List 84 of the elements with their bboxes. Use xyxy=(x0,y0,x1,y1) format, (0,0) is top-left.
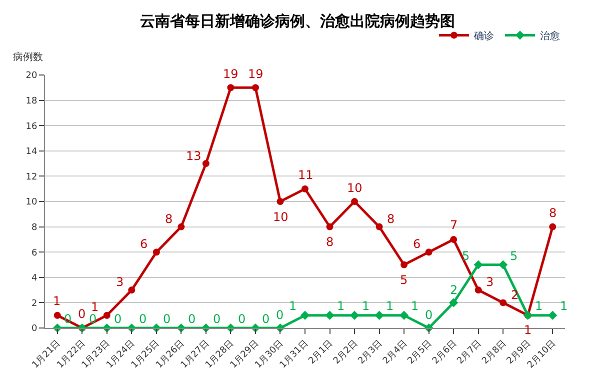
data-label: 3 xyxy=(116,275,124,289)
y-tick-label: 8 xyxy=(31,222,38,233)
point xyxy=(54,312,61,319)
data-label: 8 xyxy=(549,206,557,220)
data-label: 0 xyxy=(425,308,433,322)
legend-label: 治愈 xyxy=(540,30,560,42)
data-label: 0 xyxy=(139,312,147,326)
y-tick-label: 14 xyxy=(26,147,38,158)
data-label: 1 xyxy=(411,299,419,313)
point xyxy=(252,84,259,92)
data-label: 5 xyxy=(462,249,470,263)
data-label: 3 xyxy=(486,275,494,289)
data-label: 1 xyxy=(524,323,532,337)
data-label: 2 xyxy=(450,283,458,297)
point xyxy=(202,160,210,168)
point xyxy=(450,236,458,243)
data-label: 8 xyxy=(165,212,173,226)
point xyxy=(351,198,358,205)
data-label: 1 xyxy=(560,299,568,313)
data-label: 8 xyxy=(326,235,334,249)
y-tick-label: 18 xyxy=(26,96,38,106)
data-label: 1 xyxy=(535,299,543,313)
data-label: 5 xyxy=(510,249,518,263)
point xyxy=(227,84,234,92)
data-label: 1 xyxy=(337,299,345,313)
data-label: 1 xyxy=(386,299,394,313)
point xyxy=(449,298,458,308)
data-label: 19 xyxy=(223,67,238,81)
data-label: 8 xyxy=(387,212,395,226)
point xyxy=(302,185,308,192)
data-label: 6 xyxy=(140,237,148,251)
data-label: 1 xyxy=(91,300,99,314)
data-label: 13 xyxy=(186,149,202,163)
point xyxy=(152,248,160,256)
point xyxy=(128,286,136,294)
point xyxy=(548,310,558,320)
point xyxy=(376,223,383,230)
y-tick-label: 20 xyxy=(26,71,38,82)
chart-title: 云南省每日新增确诊病例、治愈出院病例趋势图 xyxy=(140,12,455,30)
y-tick-label: 12 xyxy=(26,172,38,182)
point xyxy=(325,310,334,320)
x-tick-label: 2月8日 xyxy=(480,338,508,366)
point xyxy=(350,310,360,320)
point xyxy=(103,312,110,319)
point xyxy=(178,223,185,230)
point xyxy=(276,198,284,205)
y-axis-title: 病例数 xyxy=(13,51,43,63)
data-label: 2 xyxy=(511,288,519,302)
point xyxy=(400,310,409,320)
point xyxy=(400,261,408,268)
data-label: 10 xyxy=(347,181,362,195)
point xyxy=(474,260,483,270)
point xyxy=(549,223,556,230)
legend-label: 确诊 xyxy=(473,30,494,42)
data-label: 0 xyxy=(262,312,270,326)
point xyxy=(374,310,384,320)
point xyxy=(300,310,310,320)
data-label: 1 xyxy=(53,294,61,308)
data-label: 7 xyxy=(450,218,458,232)
data-label: 5 xyxy=(400,273,408,287)
y-tick-label: 0 xyxy=(31,324,38,334)
point xyxy=(498,260,508,270)
y-tick-label: 4 xyxy=(31,274,38,284)
y-tick-label: 10 xyxy=(26,198,38,208)
data-label: 0 xyxy=(78,307,86,321)
data-label: 10 xyxy=(273,210,288,224)
data-label: 0 xyxy=(114,312,122,326)
data-label: 0 xyxy=(213,312,221,326)
data-label: 1 xyxy=(289,299,297,313)
data-label: 0 xyxy=(188,312,196,326)
data-label: 1 xyxy=(362,299,370,313)
data-label: 0 xyxy=(238,312,246,326)
point xyxy=(474,286,482,294)
data-label: 0 xyxy=(276,308,284,322)
point xyxy=(326,223,334,230)
y-tick-label: 6 xyxy=(31,248,38,258)
data-label: 19 xyxy=(248,67,264,81)
point xyxy=(425,248,432,256)
data-label: 6 xyxy=(413,237,421,251)
y-tick-label: 16 xyxy=(26,122,38,132)
data-label: 11 xyxy=(298,168,314,182)
y-tick-label: 2 xyxy=(31,298,38,309)
point xyxy=(500,299,507,306)
data-label: 0 xyxy=(163,312,171,326)
